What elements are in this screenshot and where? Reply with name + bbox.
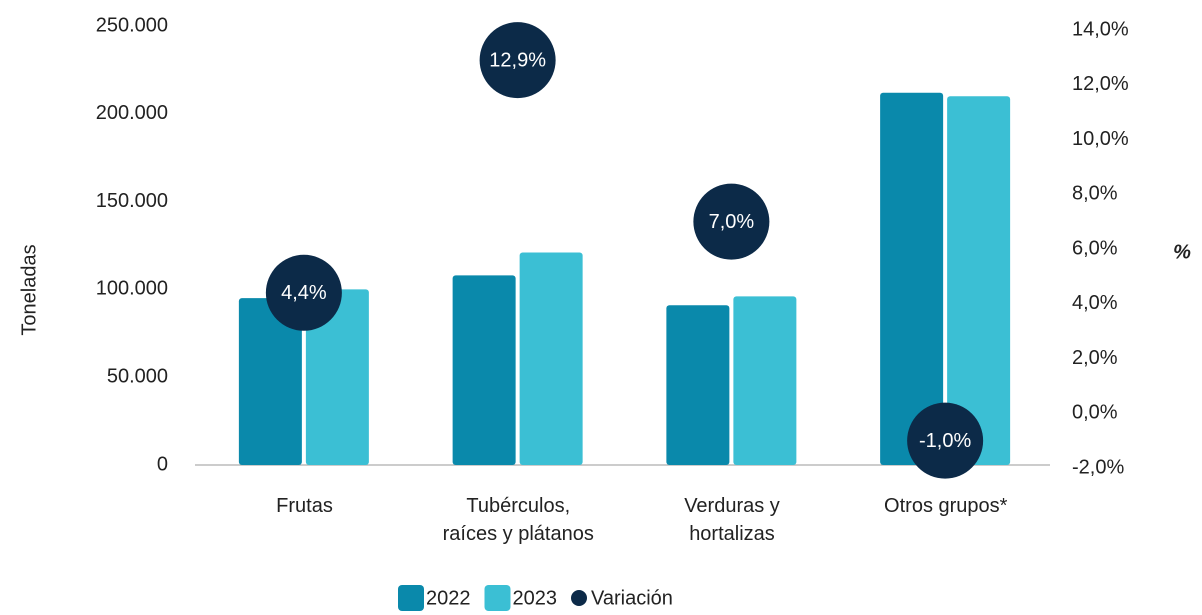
bar <box>238 298 302 465</box>
bar <box>452 275 516 465</box>
variation-dot <box>693 183 770 260</box>
bar <box>305 289 369 465</box>
legend-swatch <box>571 590 587 606</box>
y2-tick-label: 4,0% <box>1072 292 1118 314</box>
y2-axis-label: % <box>1173 241 1191 263</box>
data-label: 4,4% <box>281 282 327 304</box>
y2-tick-label: 10,0% <box>1072 128 1129 150</box>
legend-label: 2023 <box>513 587 558 609</box>
legend-label: Variación <box>591 587 673 609</box>
x-tick-label: Verduras y hortalizas <box>684 495 780 545</box>
bar <box>666 305 730 465</box>
y-tick-label: 200.000 <box>96 102 168 124</box>
bar <box>733 296 797 465</box>
data-label: 7,0% <box>709 211 755 233</box>
legend-label: 2022 <box>426 587 471 609</box>
y-axis-label: Toneladas <box>18 244 40 335</box>
y-tick-label: 250.000 <box>96 14 168 36</box>
bar <box>880 92 944 465</box>
y2-tick-label: 0,0% <box>1072 402 1118 424</box>
y2-tick-label: 2,0% <box>1072 347 1118 369</box>
variation-dot <box>265 254 342 331</box>
y2-tick-label: 14,0% <box>1072 18 1129 40</box>
y2-tick-label: -2,0% <box>1072 456 1124 478</box>
y2-tick-label: 6,0% <box>1072 237 1118 259</box>
x-tick-label: Otros grupos* <box>884 495 1008 517</box>
y-tick-label: 50.000 <box>107 365 168 387</box>
y2-tick-label: 8,0% <box>1072 183 1118 205</box>
bar <box>519 252 583 465</box>
y2-tick-label: 12,0% <box>1072 73 1129 95</box>
legend-swatch <box>398 585 424 611</box>
legend-swatch <box>484 585 511 611</box>
data-label: 12,9% <box>489 49 546 71</box>
variation-dot <box>479 22 556 99</box>
bar <box>947 96 1011 466</box>
x-tick-label: Frutas <box>276 495 333 517</box>
data-label: -1,0% <box>919 430 971 452</box>
x-tick-label: Tubérculos, raíces y plátanos <box>442 495 594 545</box>
variation-dot <box>907 402 984 479</box>
y-tick-label: 150.000 <box>96 190 168 212</box>
y-tick-label: 0 <box>157 453 168 475</box>
y-tick-label: 100.000 <box>96 278 168 300</box>
